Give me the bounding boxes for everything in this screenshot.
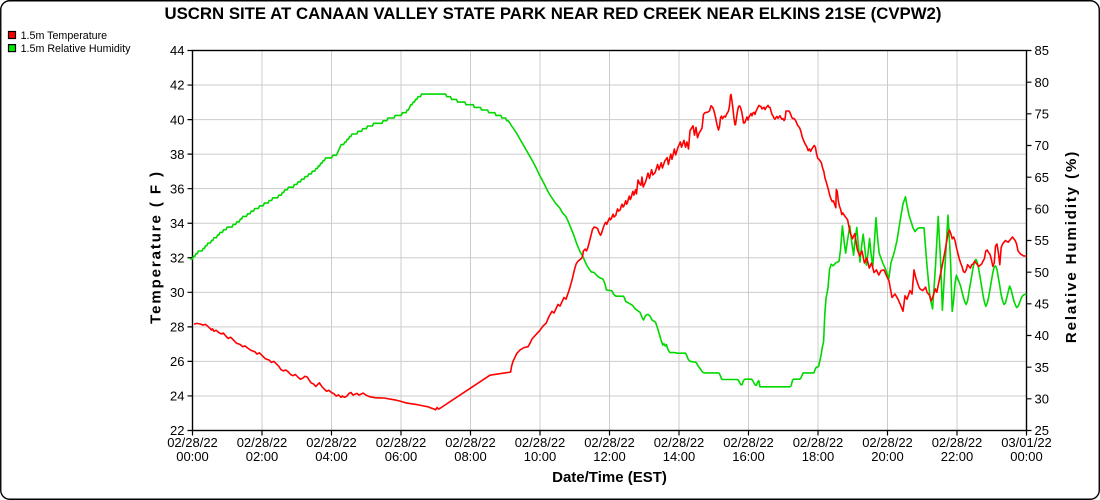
svg-text:22:00: 22:00 [941, 449, 974, 464]
svg-text:12:00: 12:00 [593, 449, 626, 464]
svg-text:40: 40 [1035, 328, 1049, 343]
svg-text:50: 50 [1035, 265, 1049, 280]
svg-text:08:00: 08:00 [454, 449, 487, 464]
svg-text:22: 22 [170, 423, 184, 438]
svg-text:02/28/22: 02/28/22 [793, 435, 844, 450]
svg-text:42: 42 [170, 78, 184, 93]
svg-text:00:00: 00:00 [176, 449, 209, 464]
svg-text:28: 28 [170, 320, 184, 335]
svg-text:02/28/22: 02/28/22 [445, 435, 496, 450]
svg-text:70: 70 [1035, 138, 1049, 153]
svg-text:1.5m Temperature: 1.5m Temperature [21, 30, 108, 42]
svg-text:85: 85 [1035, 43, 1049, 58]
svg-text:35: 35 [1035, 360, 1049, 375]
svg-text:Date/Time (EST): Date/Time (EST) [552, 469, 667, 486]
svg-text:25: 25 [1035, 423, 1049, 438]
svg-text:02/28/22: 02/28/22 [306, 435, 357, 450]
svg-text:24: 24 [170, 389, 184, 404]
svg-text:55: 55 [1035, 233, 1049, 248]
svg-text:02/28/22: 02/28/22 [167, 435, 218, 450]
svg-text:30: 30 [170, 285, 184, 300]
svg-text:10:00: 10:00 [524, 449, 557, 464]
svg-text:32: 32 [170, 251, 184, 266]
svg-text:02/28/22: 02/28/22 [654, 435, 705, 450]
svg-text:02/28/22: 02/28/22 [862, 435, 913, 450]
svg-text:USCRN SITE AT CANAAN VALLEY ST: USCRN SITE AT CANAAN VALLEY STATE PARK N… [165, 4, 942, 23]
svg-text:03/01/22: 03/01/22 [1001, 435, 1052, 450]
svg-text:30: 30 [1035, 392, 1049, 407]
svg-text:02/28/22: 02/28/22 [584, 435, 635, 450]
svg-text:00:00: 00:00 [1010, 449, 1043, 464]
svg-text:36: 36 [170, 181, 184, 196]
svg-text:02/28/22: 02/28/22 [932, 435, 983, 450]
svg-text:14:00: 14:00 [663, 449, 696, 464]
svg-text:44: 44 [170, 43, 184, 58]
svg-text:18:00: 18:00 [802, 449, 835, 464]
svg-text:02/28/22: 02/28/22 [237, 435, 288, 450]
svg-text:38: 38 [170, 147, 184, 162]
svg-text:45: 45 [1035, 297, 1049, 312]
svg-text:02:00: 02:00 [246, 449, 279, 464]
svg-text:80: 80 [1035, 75, 1049, 90]
svg-text:26: 26 [170, 354, 184, 369]
svg-text:34: 34 [170, 216, 184, 231]
svg-text:Relative Humidity (%): Relative Humidity (%) [1063, 150, 1080, 343]
svg-text:06:00: 06:00 [385, 449, 418, 464]
svg-text:1.5m Relative Humidity: 1.5m Relative Humidity [21, 43, 132, 55]
svg-text:20:00: 20:00 [871, 449, 904, 464]
svg-text:02/28/22: 02/28/22 [723, 435, 774, 450]
svg-text:16:00: 16:00 [732, 449, 765, 464]
svg-text:02/28/22: 02/28/22 [515, 435, 566, 450]
svg-text:Temperature ( F ): Temperature ( F ) [148, 170, 165, 324]
svg-text:04:00: 04:00 [315, 449, 348, 464]
svg-text:65: 65 [1035, 170, 1049, 185]
svg-text:40: 40 [170, 112, 184, 127]
svg-text:60: 60 [1035, 202, 1049, 217]
svg-text:75: 75 [1035, 107, 1049, 122]
svg-text:02/28/22: 02/28/22 [376, 435, 427, 450]
